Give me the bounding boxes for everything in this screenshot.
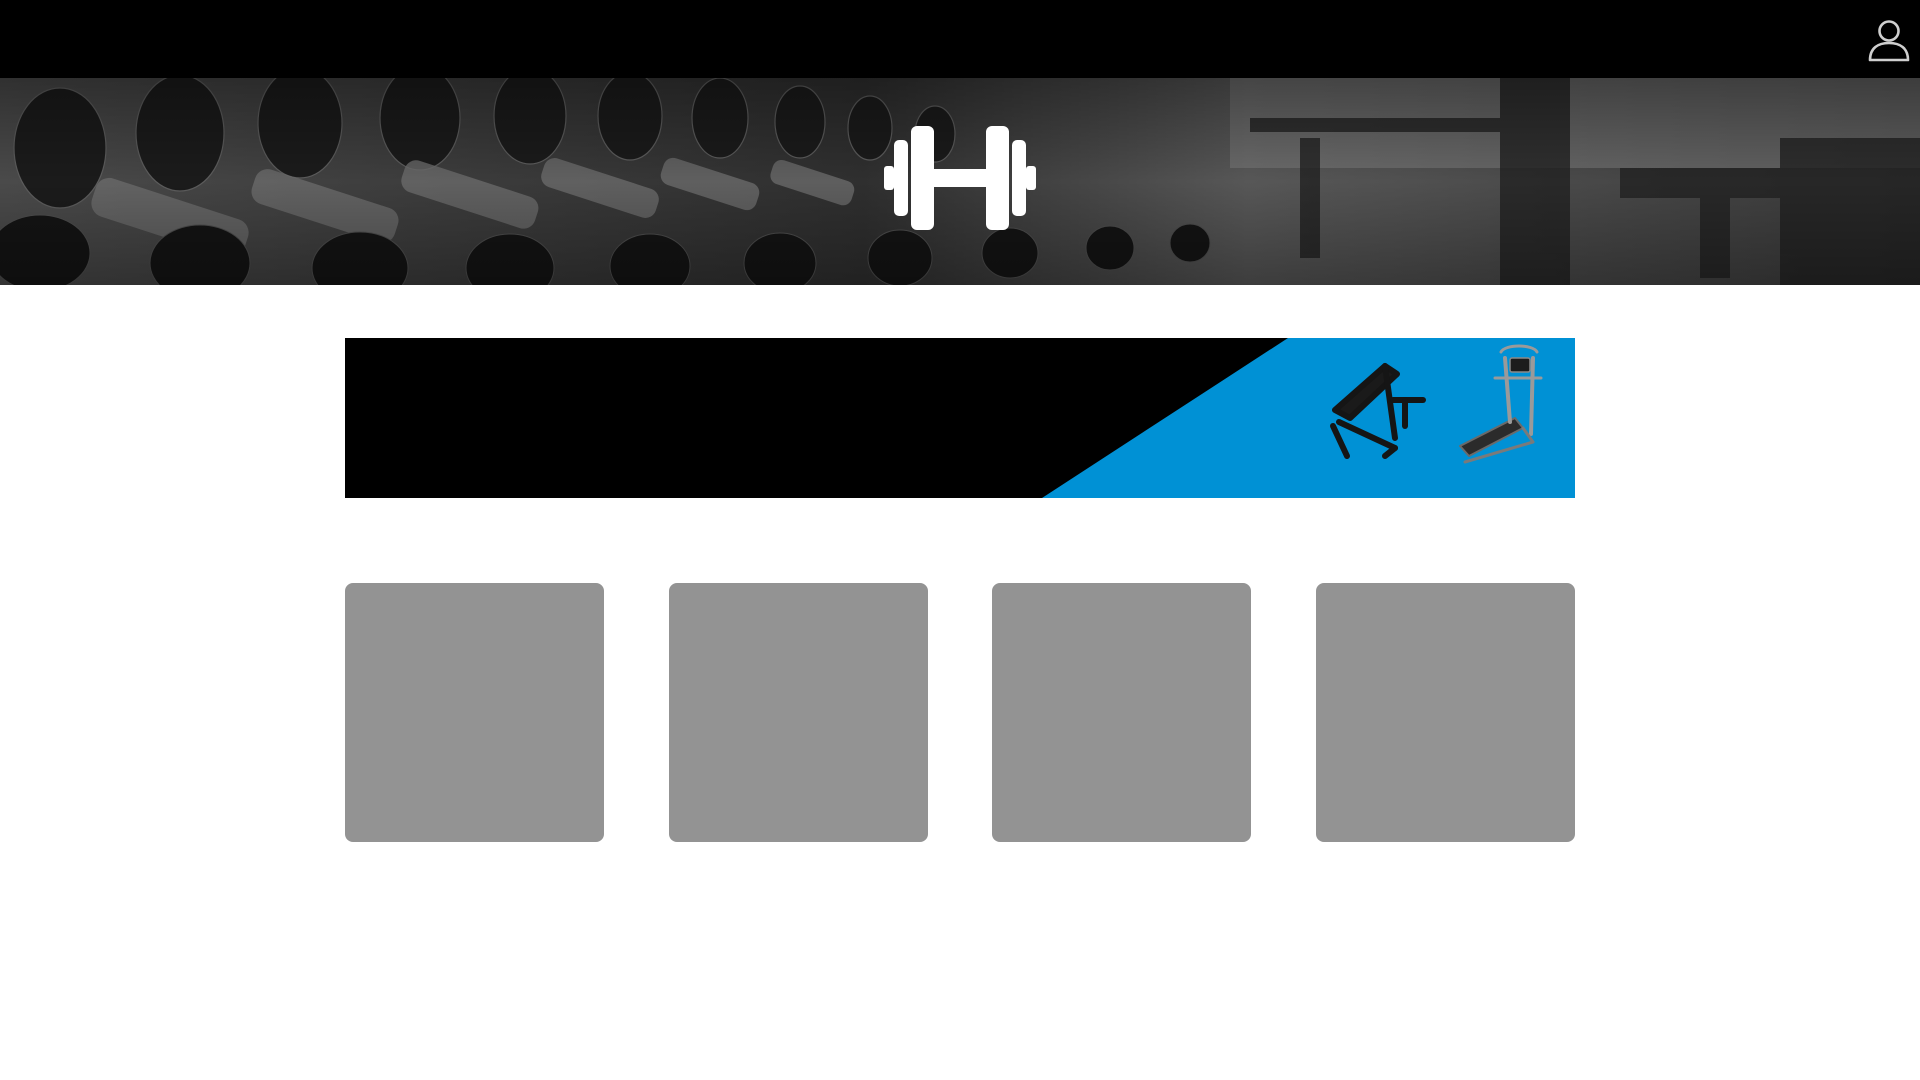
category-tile-2[interactable] <box>669 583 928 842</box>
category-tile-1[interactable] <box>345 583 604 842</box>
promo-banner[interactable] <box>345 338 1575 498</box>
dumbbell-icon <box>884 126 1036 230</box>
incline-treadmill-image <box>1459 344 1543 464</box>
category-tiles <box>345 583 1575 842</box>
user-icon <box>1868 20 1910 62</box>
category-tile-3[interactable] <box>992 583 1251 842</box>
user-account-button[interactable] <box>1866 16 1912 62</box>
hero-banner <box>0 78 1920 285</box>
promo-banner-graphic <box>345 338 1575 498</box>
category-tile-4[interactable] <box>1316 583 1575 842</box>
abdominal-bench-image <box>1330 363 1426 459</box>
top-navigation-bar <box>0 0 1920 78</box>
